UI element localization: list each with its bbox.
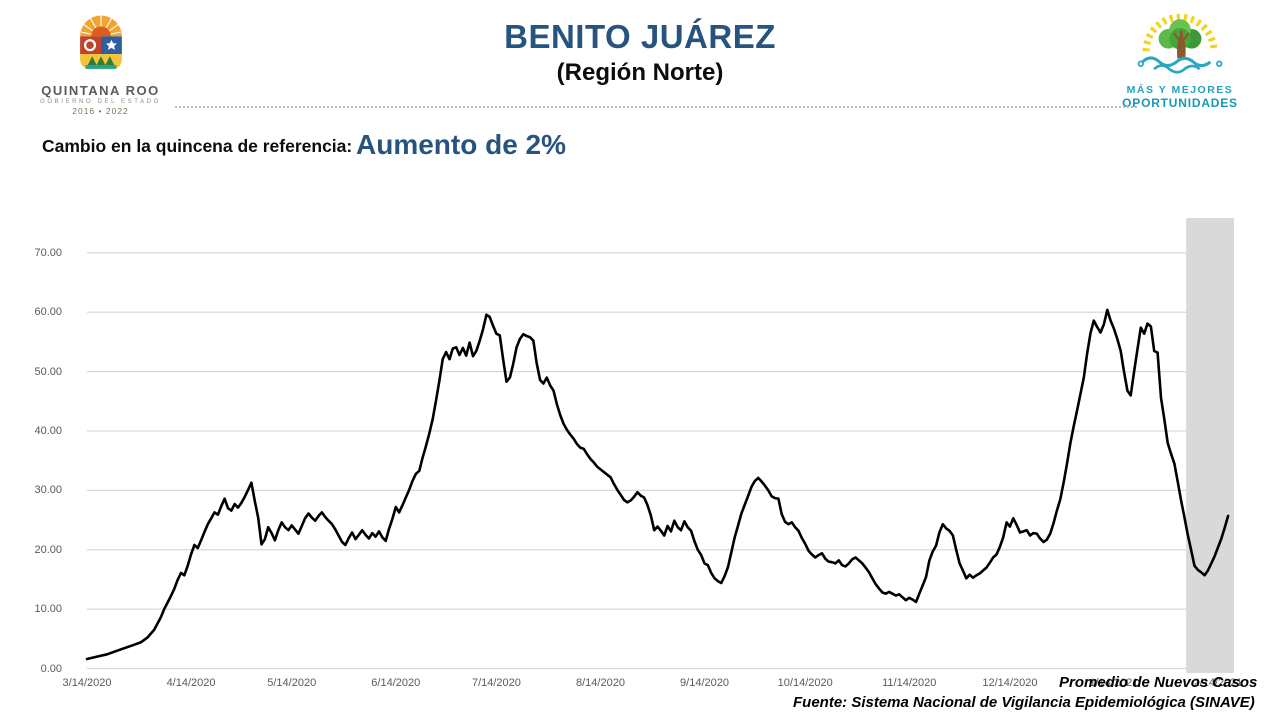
y-axis-tick-label: 60.00 xyxy=(34,306,62,319)
quintana-roo-crest-icon xyxy=(79,14,122,70)
y-axis-tick-label: 50.00 xyxy=(34,365,62,378)
source-citation: Fuente: Sistema Nacional de Vigilancia E… xyxy=(793,694,1255,711)
y-axis-tick-label: 0.00 xyxy=(40,662,62,675)
quintana-roo-logo: QUINTANA ROO GOBIERNO DEL ESTADO 2016 • … xyxy=(38,10,163,116)
qr-logo-years: 2016 • 2022 xyxy=(72,106,129,116)
tree-sun-waves-icon xyxy=(1137,13,1223,74)
x-axis-tick-label: 11/14/2020 xyxy=(882,677,937,689)
y-axis-tick-label: 70.00 xyxy=(34,246,62,259)
y-axis-tick-label: 40.00 xyxy=(34,425,62,438)
reference-change-value: Aumento de 2% xyxy=(356,129,567,160)
header-divider xyxy=(175,106,1137,108)
x-axis-tick-label: 3/14/2020 xyxy=(62,677,112,689)
reference-change-label: Cambio en la quincena de referencia: xyxy=(42,136,353,156)
x-axis-tick-label: 7/14/2020 xyxy=(471,677,521,689)
x-axis-tick-label: 8/14/2020 xyxy=(576,677,625,689)
x-axis-tick-label: 1/14/2021 xyxy=(1089,677,1139,689)
title-block: BENITO JUÁREZ (Región Norte) xyxy=(300,18,980,87)
reference-quincena-band xyxy=(1186,218,1234,673)
qr-logo-subtext: GOBIERNO DEL ESTADO xyxy=(40,99,161,105)
y-axis-tick-label: 20.00 xyxy=(34,543,62,556)
x-axis-tick-label: 9/14/2020 xyxy=(680,677,729,689)
y-axis-tick-label: 10.00 xyxy=(34,603,62,616)
mm-logo-text-1: MÁS Y MEJORES xyxy=(1126,84,1234,96)
qr-logo-text: QUINTANA ROO xyxy=(41,83,160,98)
mm-logo-text-2: OPORTUNIDADES xyxy=(1122,96,1238,110)
mas-y-mejores-logo: MÁS Y MEJORES OPORTUNIDADES xyxy=(1122,12,1238,110)
x-axis-tick-label: 10/14/2020 xyxy=(777,677,833,689)
y-axis-tick-label: 30.00 xyxy=(34,484,62,497)
x-axis-tick-label: 6/14/2020 xyxy=(371,677,421,689)
series-label: Promedio de Nuevos Casos xyxy=(1059,674,1258,691)
x-axis-tick-label: 12/14/2020 xyxy=(982,677,1038,689)
page-title: BENITO JUÁREZ xyxy=(504,18,776,55)
cases-average-line xyxy=(85,308,1230,661)
x-axis-tick-label: 5/14/2020 xyxy=(267,677,317,689)
x-axis-tick-label: 4/14/2020 xyxy=(166,677,216,689)
page-subtitle: (Región Norte) xyxy=(556,59,724,86)
x-axis-tick-label: 2/14/2021 xyxy=(1193,677,1243,689)
